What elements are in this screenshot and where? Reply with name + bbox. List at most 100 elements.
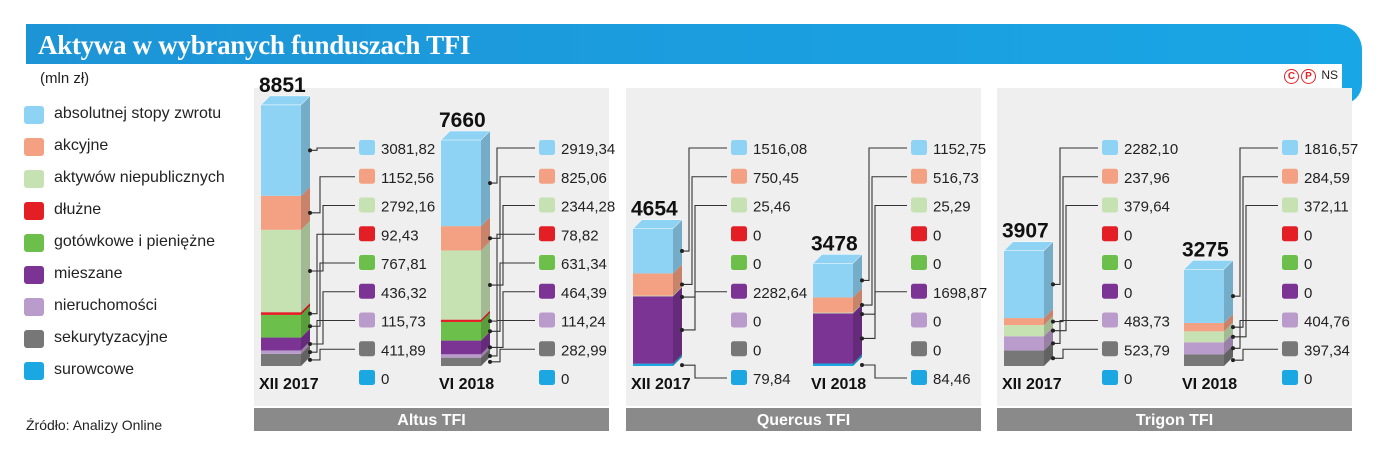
bar-segment-side [481,310,490,322]
unit-label: (mln zł) [40,70,90,87]
value-swatch [1282,140,1298,155]
bar-top-face [1183,260,1234,270]
value-swatch [1282,283,1298,299]
leader-line [310,176,355,214]
bar-segment [1004,350,1044,366]
value-swatch [359,140,375,155]
panel-label: Altus TFI [397,412,465,429]
legend-swatch [24,138,44,156]
bar-top-face [260,95,311,106]
leader-dot [860,303,864,308]
period-label: XII 2017 [631,376,691,393]
bar-segment-side [1044,309,1053,326]
leader-line [310,319,355,353]
phonogram-icon: P [1301,69,1316,84]
period-label: XII 2017 [259,376,319,393]
value-label: 0 [933,256,941,273]
value-swatch [1102,197,1118,213]
value-label: 92,43 [381,227,419,244]
bar-segment [261,104,301,196]
bar-segment [441,319,481,322]
leader-dot [308,357,312,362]
bar-segment [633,363,673,366]
legend-label: nieruchomości [54,297,158,314]
value-swatch [911,255,927,270]
value-swatch [359,312,375,328]
value-swatch [1102,370,1118,385]
value-swatch [911,197,927,213]
leader-dot [1051,282,1055,287]
value-label: 0 [381,371,389,388]
value-swatch [1282,255,1298,270]
leader-dot [308,350,312,355]
period-label: XII 2017 [1002,376,1062,393]
value-label: 397,34 [1304,342,1350,359]
legend-label: surowcowe [54,361,135,378]
value-label: 0 [933,314,941,331]
bar-segment-side [301,186,310,230]
leader-dot [680,249,684,254]
value-label: 237,96 [1124,170,1170,187]
bar-segment-side [673,286,682,297]
legend-label: absolutnej stopy zwrotu [54,105,222,122]
bar-segment [813,312,853,314]
leader-dot [308,311,312,316]
value-label: 523,79 [1124,342,1170,359]
value-swatch [731,312,747,328]
bar-segment [633,296,673,364]
value-label: 825,06 [561,170,607,187]
panel-header [997,408,1352,431]
value-label: 0 [561,371,569,388]
leader-line [682,291,727,331]
bar-segment-side [301,305,310,338]
leader-dot [1231,325,1235,330]
leader-line [1233,147,1278,297]
leader-line [862,147,907,281]
bar-segment-side [673,264,682,296]
value-swatch [359,255,375,270]
value-label: 284,59 [1304,170,1350,187]
leader-line [310,147,355,151]
bar-total-label: 3275 [1182,238,1229,261]
bar-segment-side [673,354,682,366]
panel-header [254,408,609,431]
value-swatch [539,255,555,270]
value-label: 2282,10 [1124,141,1178,158]
bar-top-face [440,130,491,141]
value-swatch [731,168,747,184]
value-swatch [359,197,375,213]
bar-segment-side [1224,313,1233,332]
value-swatch [1282,312,1298,328]
value-label: 0 [933,227,941,244]
leader-dot [680,327,684,332]
value-label: 0 [753,342,761,359]
value-label: 0 [933,342,941,359]
legend-swatch [24,266,44,284]
bar-segment-side [853,288,862,313]
bar-segment [1184,331,1224,343]
leader-dot [488,181,492,186]
bar-segment [1004,336,1044,351]
value-swatch [1282,226,1298,242]
bar-total-label: 3907 [1002,220,1049,243]
leader-dot [308,210,312,215]
bar-segment [261,312,301,315]
bar-segment [633,273,673,296]
bar-segment-side [1224,260,1233,323]
bar-stack [1003,241,1054,366]
bar-segment-side [301,220,310,313]
leader-dot [488,329,492,334]
bar-segment-side [673,287,682,364]
value-swatch [1102,226,1118,242]
bar-segment [441,340,481,355]
bar-segment-side [853,303,862,314]
bar-segment [261,350,301,354]
leader-dot [488,359,492,364]
legend-label: aktywów niepublicznych [54,169,225,186]
value-label: 767,81 [381,256,427,273]
leader-line [490,176,535,239]
value-swatch [1102,255,1118,270]
value-label: 78,82 [561,227,599,244]
value-label: 25,46 [753,199,791,216]
